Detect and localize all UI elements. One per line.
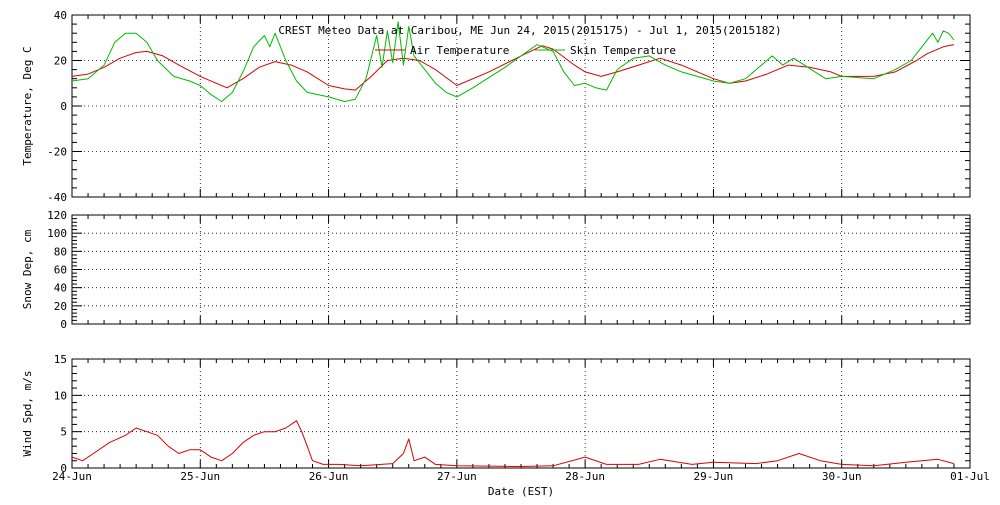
y-tick-label: 60 <box>54 264 67 277</box>
air-temperature-line <box>71 44 955 91</box>
x-axis-label: Date (EST) <box>488 485 554 498</box>
y-tick-label: -20 <box>47 146 67 159</box>
y-tick-label: 80 <box>54 245 67 258</box>
chart-title: CREST Meteo Data at Caribou, ME Jun 24, … <box>278 24 781 37</box>
y-tick-label: 5 <box>60 426 67 439</box>
x-tick-label: 29-Jun <box>694 470 734 483</box>
y-tick-label: 40 <box>54 9 67 22</box>
y-tick-label: 100 <box>47 227 67 240</box>
panel-frame <box>71 358 971 469</box>
x-tick-label: 30-Jun <box>822 470 862 483</box>
y-tick-label: 10 <box>54 389 67 402</box>
y-tick-label: 0 <box>60 462 67 475</box>
x-tick-label: 26-Jun <box>309 470 349 483</box>
legend-label: Skin Temperature <box>570 44 676 57</box>
x-tick-label: 25-Jun <box>180 470 220 483</box>
panel-3: 15 10 5 0 Wind Spd, m/s <box>21 353 971 475</box>
y-axis-label: Snow Dep, cm <box>21 229 34 309</box>
x-tick-label: 28-Jun <box>565 470 605 483</box>
x-tick-label: 24-Jun <box>52 470 92 483</box>
panel-2: 120 100 80 60 40 20 0 Snow Dep, cm <box>21 209 971 331</box>
skin-temperature-line <box>71 21 955 102</box>
x-tick-label: 01-Jul <box>950 470 990 483</box>
legend: Air Temperature Skin Temperature <box>375 44 676 57</box>
panel-1: 40 20 0 -20 -40 Temperature, Deg C <box>21 9 971 204</box>
y-tick-label: 0 <box>60 100 67 113</box>
y-tick-label: 20 <box>54 300 67 313</box>
y-tick-label: 15 <box>54 353 67 366</box>
y-tick-label: 0 <box>60 318 67 331</box>
legend-label: Air Temperature <box>410 44 509 57</box>
x-tick-label: 27-Jun <box>437 470 477 483</box>
y-axis-label: Wind Spd, m/s <box>21 370 34 456</box>
wind-speed-line <box>71 420 955 467</box>
y-tick-label: -40 <box>47 191 67 204</box>
y-tick-label: 40 <box>54 282 67 295</box>
y-tick-label: 20 <box>54 55 67 68</box>
y-tick-label: 120 <box>47 209 67 222</box>
y-axis-label: Temperature, Deg C <box>21 46 34 165</box>
